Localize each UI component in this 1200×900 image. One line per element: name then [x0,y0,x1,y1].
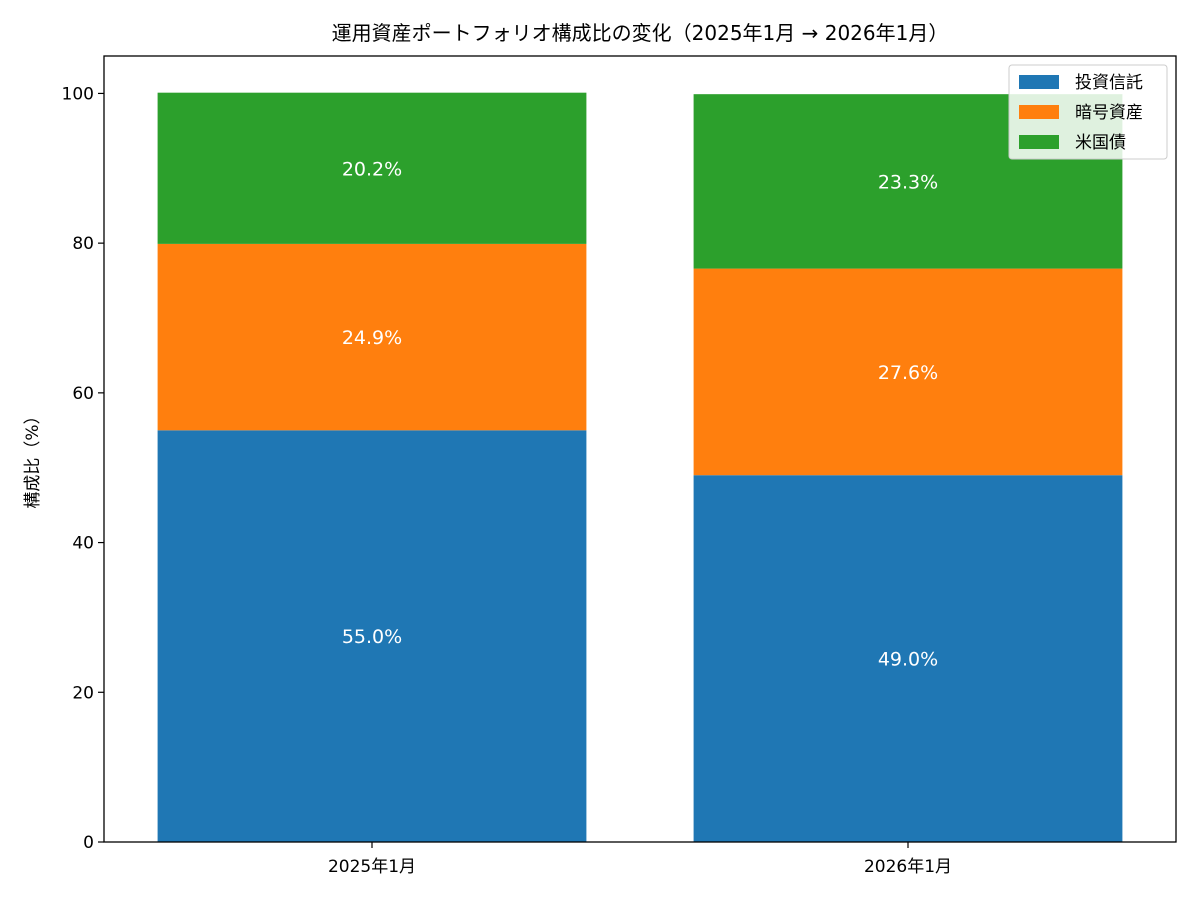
plot-frame [103,55,1177,843]
y-tick-label: 100 [62,84,94,104]
plot-area: 0 20 40 60 80 100 55.0% 24.9% 20.2% 2025年1月 49.0% 2… [62,84,1123,877]
y-tick-label: 20 [72,683,94,703]
x-tick-label: 2025年1月 [328,857,416,877]
bar-data-label: 27.6% [878,362,938,384]
bar-data-label: 55.0% [342,626,402,648]
y-tick-label: 60 [72,384,94,404]
bar-segment [693,268,1123,476]
legend-label: 暗号資産 [1075,103,1143,123]
bar-segment [157,92,587,244]
bar-data-label: 24.9% [342,327,402,349]
chart-title: 運用資産ポートフォリオ構成比の変化（2025年1月 → 2026年1月） [332,21,949,45]
bar-data-label: 49.0% [878,649,938,671]
legend-swatch [1019,135,1059,149]
legend-swatch [1019,75,1059,89]
y-axis-label: 構成比（%） [23,407,43,508]
bar-data-label: 20.2% [342,158,402,180]
bar-segment [693,475,1123,842]
x-tick-label: 2026年1月 [864,857,952,877]
legend-label: 米国債 [1075,133,1126,153]
legend-label: 投資信託 [1075,73,1143,93]
bar-segment [157,243,587,431]
y-tick-label: 0 [83,833,94,853]
y-tick-label: 40 [72,534,94,554]
legend-swatch [1019,105,1059,119]
bar-segment [157,430,587,842]
y-tick-label: 80 [72,234,94,254]
bar-data-label: 23.3% [878,171,938,193]
